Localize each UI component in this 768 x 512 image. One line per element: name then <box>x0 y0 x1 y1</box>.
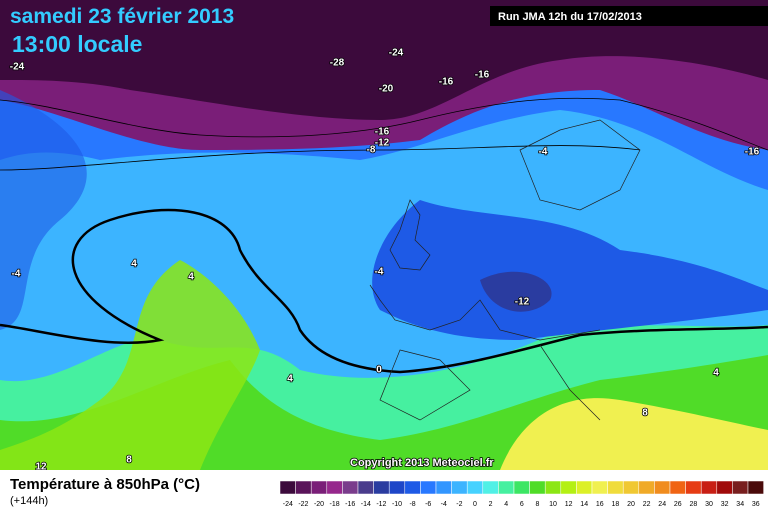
colorbar-label: -24 <box>283 501 293 508</box>
run-info: Run JMA 12h du 17/02/2013 <box>498 11 642 23</box>
legend-title: Température à 850hPa (°C) <box>10 476 200 493</box>
color-swatch <box>747 480 764 495</box>
colorbar-label: 24 <box>658 501 666 508</box>
colorbar-label: -12 <box>376 501 386 508</box>
colorbar-label: -16 <box>345 501 355 508</box>
colorbar-label: 34 <box>736 501 744 508</box>
contour-label: -16 <box>439 77 454 88</box>
colorbar-label: -8 <box>409 501 415 508</box>
colorbar-label: 10 <box>549 501 557 508</box>
contour-label: -4 <box>12 269 21 280</box>
colorbar-label: 2 <box>489 501 493 508</box>
contour-lines <box>0 97 768 374</box>
color-swatch <box>342 480 359 495</box>
colorbar-label: 0 <box>473 501 477 508</box>
color-swatch <box>607 480 624 495</box>
colorbar-label: 6 <box>520 501 524 508</box>
contour-labels: -24 -28-24-16-16-20-16-12-8 -4 -16-444 -4-12… <box>9 47 760 474</box>
contour-label: -16 <box>745 147 760 158</box>
map-title: samedi 23 février 2013 <box>10 5 234 28</box>
colorbar-label: 28 <box>690 501 698 508</box>
color-swatch <box>326 480 343 495</box>
colorbar-label: 36 <box>752 501 760 508</box>
colorbar-label: -14 <box>361 501 371 508</box>
contour-label: -8 <box>367 145 376 156</box>
colorbar-label: -22 <box>298 501 308 508</box>
time-label: 13:00 locale <box>12 31 142 57</box>
color-swatch <box>310 480 328 495</box>
contour-label: -12 <box>375 138 390 149</box>
color-swatch <box>529 480 546 495</box>
colorbar-label: 14 <box>580 501 588 508</box>
color-swatch <box>560 480 577 495</box>
color-swatch <box>544 480 562 495</box>
colorbar-label: -2 <box>456 501 462 508</box>
colorbar-label: 4 <box>504 501 508 508</box>
lead-time: (+144h) <box>10 495 48 507</box>
colorbar-label: -6 <box>425 501 431 508</box>
contour-label: 4 <box>713 368 719 379</box>
colorbar-label: -18 <box>330 501 340 508</box>
color-swatch <box>700 480 718 495</box>
map-background <box>0 0 768 470</box>
color-swatch <box>295 480 312 495</box>
color-swatch <box>388 480 406 495</box>
colorbar-label: 32 <box>721 501 729 508</box>
contour-label: -4 <box>375 267 384 278</box>
color-swatch <box>498 480 515 495</box>
contour-label: 4 <box>287 374 293 385</box>
contour-label: -16 <box>475 70 490 81</box>
colorbar-label: 8 <box>535 501 539 508</box>
contour-label: -16 <box>375 127 390 138</box>
color-swatch <box>420 480 437 495</box>
colorbar-label: 26 <box>674 501 682 508</box>
color-swatch <box>669 480 686 495</box>
contour-label: -24 <box>389 48 404 59</box>
contour-label: 8 <box>126 455 132 466</box>
color-swatch <box>357 480 374 495</box>
copyright: Copyright 2013 Meteociel.fr <box>350 457 494 469</box>
color-swatch <box>638 480 655 495</box>
color-swatch <box>513 480 530 495</box>
colorbar-label: -20 <box>314 501 324 508</box>
color-swatch <box>591 480 608 495</box>
contour-label: -4 <box>539 147 548 158</box>
colorbar-label: -10 <box>392 501 402 508</box>
contour-label: -24 <box>10 62 25 73</box>
colorbar-label: 22 <box>643 501 651 508</box>
color-swatch <box>576 480 593 495</box>
color-swatch <box>466 480 484 495</box>
color-swatch <box>654 480 671 495</box>
contour-label: -20 <box>379 84 394 95</box>
colorbar-label: 20 <box>627 501 635 508</box>
color-swatch <box>435 480 452 495</box>
colorbar: -24 -22 -20 -18 -16 -14 -12 -10 -8 -6 -4 -2 0 2 4 6 8 10 1… <box>279 480 764 508</box>
color-swatch <box>482 480 499 495</box>
contour-label: -28 <box>330 58 345 69</box>
color-swatch <box>732 480 749 495</box>
colorbar-label: 30 <box>705 501 713 508</box>
color-swatch <box>622 480 640 495</box>
color-swatch <box>451 480 468 495</box>
colorbar-label: 16 <box>596 501 604 508</box>
contour-label: 8 <box>642 408 648 419</box>
colorbar-label: 18 <box>612 501 620 508</box>
color-swatch <box>404 480 421 495</box>
colorbar-label: -4 <box>441 501 447 508</box>
run-box <box>490 6 768 26</box>
contour-label: 4 <box>188 272 194 283</box>
contour-label: -12 <box>515 297 530 308</box>
color-swatch <box>685 480 702 495</box>
color-swatch <box>716 480 733 495</box>
color-swatch <box>279 480 296 495</box>
coastlines <box>369 119 641 421</box>
color-swatch <box>373 480 390 495</box>
colorbar-label: 12 <box>565 501 573 508</box>
contour-label: 4 <box>131 259 137 270</box>
contour-label: 0 <box>376 365 382 376</box>
